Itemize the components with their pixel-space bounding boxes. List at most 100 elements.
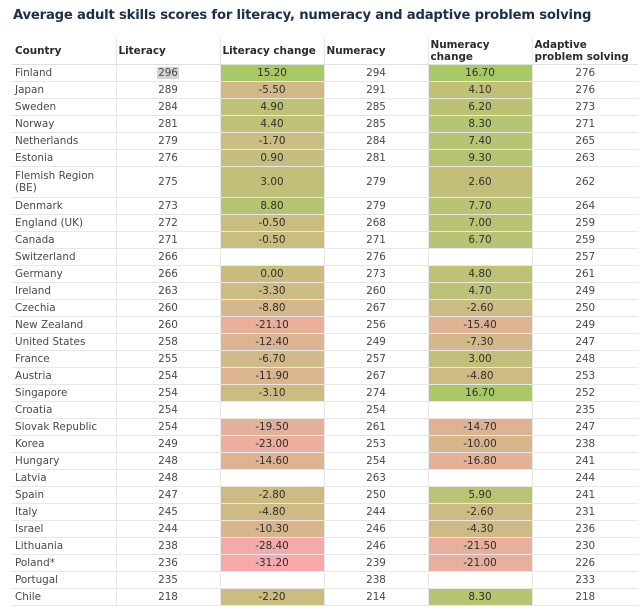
numeracy-change-cell: -14.70	[427, 418, 532, 436]
literacy-change-cell: 4.40	[219, 115, 324, 133]
numeracy-cell: 285	[323, 98, 428, 116]
country-cell: Croatia	[12, 401, 116, 419]
numeracy-change-cell: -10.00	[427, 435, 532, 453]
literacy-cell: 254	[115, 367, 220, 385]
adaptive-problem-solving-cell: 236	[531, 520, 638, 538]
adaptive-problem-solving-cell: 264	[531, 197, 638, 215]
table-row: England (UK) 272 -0.50 268 7.00 259	[12, 214, 638, 232]
numeracy-change-cell: 16.70	[427, 64, 532, 82]
numeracy-cell: 294	[323, 64, 428, 82]
numeracy-cell: 260	[323, 282, 428, 300]
country-cell: Slovak Republic	[12, 418, 116, 436]
literacy-cell: 289	[115, 81, 220, 99]
adaptive-problem-solving-cell: 273	[531, 98, 638, 116]
literacy-cell: 266	[115, 248, 220, 266]
numeracy-change-cell	[427, 248, 532, 266]
table-row: Chile 218 -2.20 214 8.30 218	[12, 588, 638, 606]
literacy-change-cell: -2.80	[219, 486, 324, 504]
country-cell: New Zealand	[12, 316, 116, 334]
adaptive-problem-solving-cell: 259	[531, 231, 638, 249]
numeracy-cell: 214	[323, 588, 428, 606]
numeracy-cell: 253	[323, 435, 428, 453]
numeracy-cell: 239	[323, 554, 428, 572]
numeracy-change-cell: 16.70	[427, 384, 532, 402]
numeracy-change-cell: 7.00	[427, 214, 532, 232]
literacy-change-cell: -31.20	[219, 554, 324, 572]
numeracy-cell: 285	[323, 115, 428, 133]
literacy-cell: 276	[115, 149, 220, 167]
literacy-cell: 263	[115, 282, 220, 300]
literacy-cell: 245	[115, 503, 220, 521]
column-header-adaptive-problem-solving[interactable]: Adaptive problem solving	[531, 38, 638, 65]
numeracy-change-cell: 4.70	[427, 282, 532, 300]
adaptive-problem-solving-cell: 238	[531, 435, 638, 453]
table-row: Germany 266 0.00 273 4.80 261	[12, 265, 638, 283]
numeracy-cell: 246	[323, 520, 428, 538]
numeracy-cell: 279	[323, 197, 428, 215]
literacy-cell: 266	[115, 265, 220, 283]
column-header-numeracy[interactable]: Numeracy	[323, 38, 428, 65]
literacy-change-cell	[219, 571, 324, 589]
adaptive-problem-solving-cell: 241	[531, 452, 638, 470]
country-cell: Ireland	[12, 282, 116, 300]
literacy-cell: 255	[115, 350, 220, 368]
literacy-change-cell: -12.40	[219, 333, 324, 351]
selected-value-highlight[interactable]: 296	[157, 67, 179, 79]
adaptive-problem-solving-cell: 276	[531, 81, 638, 99]
country-cell: Chile	[12, 588, 116, 606]
table-row: Portugal 235 238 233	[12, 571, 638, 589]
country-cell: Singapore	[12, 384, 116, 402]
literacy-cell: 258	[115, 333, 220, 351]
literacy-cell: 271	[115, 231, 220, 249]
country-cell: Denmark	[12, 197, 116, 215]
literacy-change-cell: 3.00	[219, 166, 324, 198]
numeracy-change-cell: 9.30	[427, 149, 532, 167]
column-header-country[interactable]: Country	[12, 38, 116, 65]
literacy-change-cell: -14.60	[219, 452, 324, 470]
country-cell: Flemish Region (BE)	[12, 166, 116, 198]
table-row: Canada 271 -0.50 271 6.70 259	[12, 231, 638, 249]
literacy-cell: 244	[115, 520, 220, 538]
numeracy-change-cell: 3.00	[427, 350, 532, 368]
literacy-change-cell	[219, 469, 324, 487]
column-header-numeracy-change[interactable]: Numeracy change	[427, 38, 532, 65]
literacy-change-cell: -11.90	[219, 367, 324, 385]
numeracy-change-cell: -15.40	[427, 316, 532, 334]
literacy-cell: 260	[115, 316, 220, 334]
country-cell: Netherlands	[12, 132, 116, 150]
table-row: Italy 245 -4.80 244 -2.60 231	[12, 503, 638, 521]
numeracy-cell: 249	[323, 333, 428, 351]
country-cell: Poland*	[12, 554, 116, 572]
country-cell: Spain	[12, 486, 116, 504]
numeracy-change-cell: 8.30	[427, 588, 532, 606]
literacy-change-cell: 0.00	[219, 265, 324, 283]
literacy-cell: 254	[115, 418, 220, 436]
table-row: New Zealand 260 -21.10 256 -15.40 249	[12, 316, 638, 334]
numeracy-cell: 281	[323, 149, 428, 167]
literacy-change-cell: -5.50	[219, 81, 324, 99]
numeracy-change-cell: 5.90	[427, 486, 532, 504]
numeracy-change-cell: -4.80	[427, 367, 532, 385]
column-header-literacy-change[interactable]: Literacy change	[219, 38, 324, 65]
table-row: Slovak Republic 254 -19.50 261 -14.70 247	[12, 418, 638, 436]
adaptive-problem-solving-cell: 276	[531, 64, 638, 82]
country-cell: England (UK)	[12, 214, 116, 232]
table-row: Flemish Region (BE) 275 3.00 279 2.60 262	[12, 166, 638, 198]
table-title: Average adult skills scores for literacy…	[13, 8, 592, 23]
header-row: Country Literacy Literacy change Numerac…	[12, 38, 638, 65]
column-header-literacy[interactable]: Literacy	[115, 38, 220, 65]
literacy-change-cell: 4.90	[219, 98, 324, 116]
literacy-change-cell: -28.40	[219, 537, 324, 555]
literacy-cell: 275	[115, 166, 220, 198]
literacy-change-cell: -1.70	[219, 132, 324, 150]
adaptive-problem-solving-cell: 241	[531, 486, 638, 504]
literacy-cell: 235	[115, 571, 220, 589]
adaptive-problem-solving-cell: 259	[531, 214, 638, 232]
country-cell: Norway	[12, 115, 116, 133]
literacy-change-cell: -6.70	[219, 350, 324, 368]
literacy-change-cell: 15.20	[219, 64, 324, 82]
numeracy-cell: 273	[323, 265, 428, 283]
table-row: Singapore 254 -3.10 274 16.70 252	[12, 384, 638, 402]
numeracy-change-cell	[427, 571, 532, 589]
adaptive-problem-solving-cell: 231	[531, 503, 638, 521]
